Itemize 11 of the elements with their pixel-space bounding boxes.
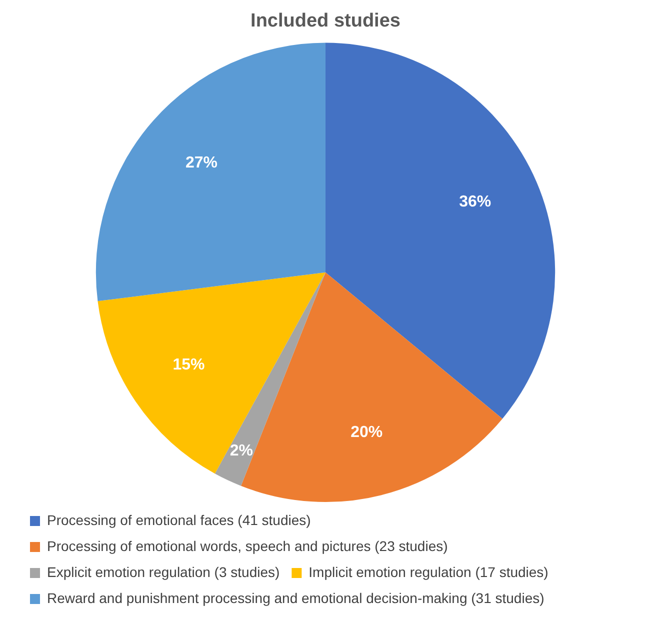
legend-label: Implicit emotion regulation (17 studies) [308, 564, 548, 580]
chart-title: Included studies [250, 10, 400, 32]
legend-label: Reward and punishment processing and emotional decision-making (31 studies) [47, 590, 544, 606]
data-label: 2% [230, 442, 253, 460]
data-label: 15% [172, 356, 205, 374]
data-label: 20% [350, 424, 383, 441]
data-label: 27% [185, 154, 218, 172]
legend-label: Processing of emotional faces (41 studies) [47, 512, 311, 528]
legend-label: Processing of emotional words, speech and pictures (23 studies) [47, 538, 448, 554]
legend-label: Explicit emotion regulation (3 studies) [47, 564, 280, 580]
data-label: 36% [459, 193, 492, 210]
